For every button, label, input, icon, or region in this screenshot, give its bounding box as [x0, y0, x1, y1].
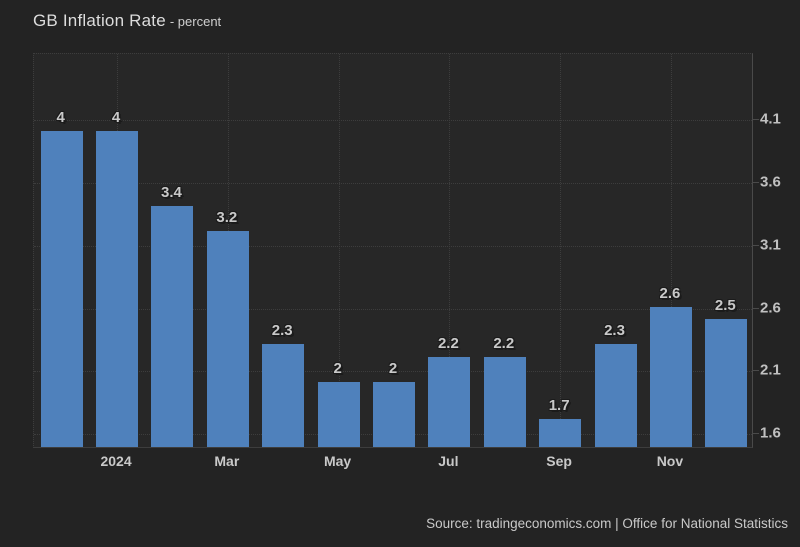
chart-title: GB Inflation Rate [33, 11, 166, 30]
source-attribution: Source: tradingeconomics.com | Office fo… [426, 516, 788, 531]
x-axis-label: Sep [546, 453, 572, 469]
x-axis-label: Mar [214, 453, 240, 469]
bar[interactable] [373, 381, 415, 447]
y-axis-label: 3.6 [760, 173, 781, 191]
x-axis-label: 2024 [100, 453, 132, 469]
y-axis-tick [753, 432, 759, 434]
y-axis-label: 2.6 [760, 299, 781, 317]
bar[interactable] [40, 131, 83, 447]
bar[interactable] [206, 231, 249, 447]
y-axis-label: 3.1 [760, 236, 781, 254]
chart-subtitle: - percent [169, 14, 222, 29]
bar[interactable] [428, 356, 471, 447]
y-axis-label: 4.1 [760, 110, 781, 128]
gridline-vertical [449, 54, 451, 447]
gridline-horizontal [34, 371, 752, 373]
bar[interactable] [705, 319, 748, 447]
gridline-vertical [338, 54, 340, 447]
gridline-vertical [670, 54, 672, 447]
gridline-horizontal [34, 120, 752, 122]
gridline-vertical [560, 54, 562, 447]
y-axis-label: 2.1 [760, 361, 781, 379]
x-axis-label: Nov [656, 453, 684, 469]
chart-header: GB Inflation Rate - percent [33, 11, 221, 31]
plot-area [33, 53, 753, 448]
bar[interactable] [539, 419, 582, 447]
y-axis-tick [753, 307, 759, 309]
gridline-horizontal [34, 245, 752, 247]
y-axis-tick [753, 119, 759, 121]
bar[interactable] [594, 344, 637, 447]
bar[interactable] [317, 381, 360, 447]
bar[interactable] [151, 206, 194, 447]
gridline-horizontal [34, 183, 752, 185]
y-axis-tick [753, 182, 759, 184]
bar[interactable] [483, 356, 526, 447]
gridline-horizontal [34, 308, 752, 310]
x-axis-label: Jul [438, 453, 459, 469]
y-axis-tick [753, 370, 759, 372]
y-axis-label: 1.6 [760, 424, 781, 442]
bar[interactable] [649, 306, 692, 447]
bar[interactable] [96, 131, 139, 447]
x-axis-label: May [323, 453, 352, 469]
y-axis-tick [753, 244, 759, 246]
bar[interactable] [262, 344, 305, 447]
